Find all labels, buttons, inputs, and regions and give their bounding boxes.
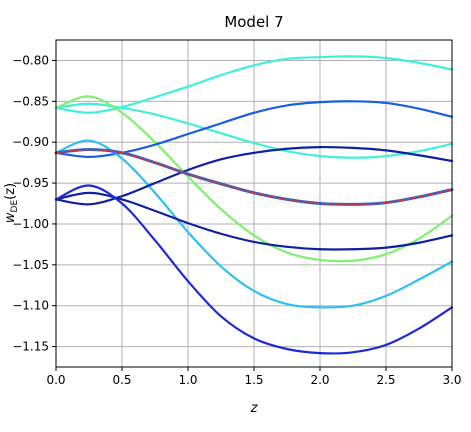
series-line-2 [54,102,454,159]
y-axis-label: wDE(z) [3,183,20,223]
y-tick-label: −1.00 [12,217,49,231]
x-tick-label: 0.5 [112,373,131,387]
series-line-10 [55,148,453,206]
y-tick-label: −0.85 [12,94,49,108]
grid [55,40,453,367]
series-line-7 [54,191,454,251]
y-tick-label: −0.80 [12,53,49,67]
chart-title: Model 7 [224,13,283,31]
y-axis-label-main: w [3,212,18,223]
x-tick-label: 2.0 [310,373,329,387]
series-line-6 [54,145,454,206]
series-line-5 [54,139,454,309]
y-tick-label: −0.95 [12,176,49,190]
y-tick-label: −1.10 [12,299,49,313]
y-axis-label-sub: DE [10,200,20,213]
y-axis-label-arg: (z) [3,183,18,200]
y-tick-label: −1.15 [12,340,49,354]
y-tick-label: −1.05 [12,258,49,272]
x-tick-label: 3.0 [442,373,461,387]
ticks: 0.0 0.5 1.0 1.5 2.0 2.5 3.0 −0.80 −0.85 −0.90 −0.9… [12,53,461,387]
x-tick-label: 1.5 [244,373,263,387]
series-line-8 [54,184,454,355]
y-tick-label: −0.90 [12,135,49,149]
x-tick-label: 0.0 [46,373,65,387]
x-tick-label: 1.0 [178,373,197,387]
series-line-3 [54,95,454,263]
x-tick-label: 2.5 [376,373,395,387]
series-group [54,55,454,355]
x-axis-label: z [250,401,259,416]
